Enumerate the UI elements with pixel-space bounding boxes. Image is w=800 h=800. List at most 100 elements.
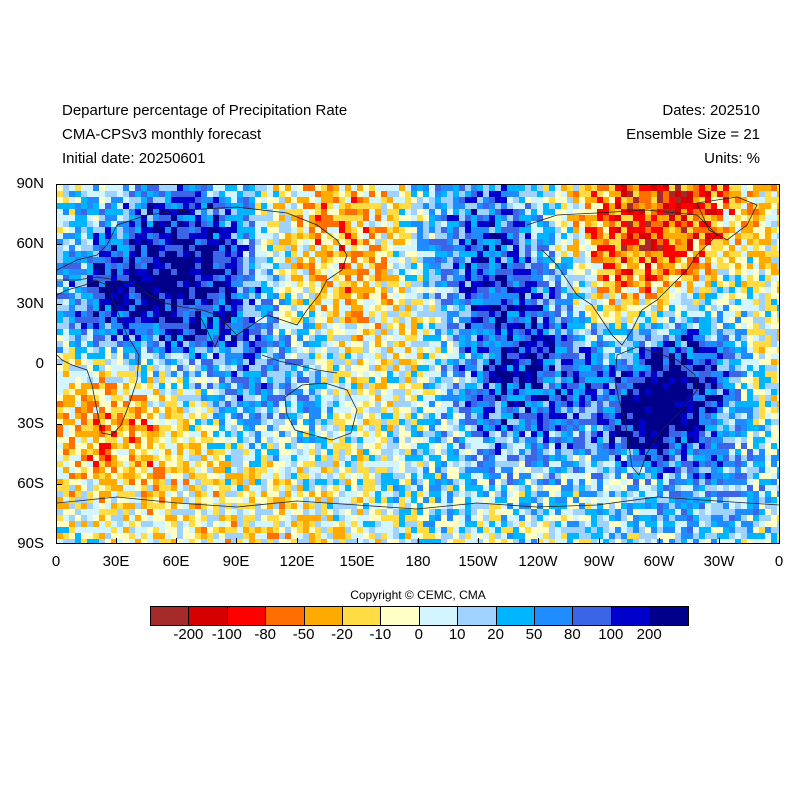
field-cell xyxy=(519,323,525,329)
field-cell xyxy=(405,239,411,245)
field-cell xyxy=(765,407,771,413)
field-cell xyxy=(129,311,135,317)
field-cell xyxy=(153,275,159,281)
field-cell xyxy=(213,185,219,191)
field-cell xyxy=(249,359,255,365)
field-cell xyxy=(681,209,687,215)
field-cell xyxy=(699,185,705,191)
field-cell xyxy=(723,335,729,341)
field-cell xyxy=(645,245,651,251)
field-cell xyxy=(771,227,777,233)
field-cell xyxy=(363,359,369,365)
field-cell xyxy=(225,377,231,383)
field-cell xyxy=(609,185,615,191)
field-cell xyxy=(447,335,453,341)
field-cell xyxy=(183,293,189,299)
field-cell xyxy=(465,407,471,413)
field-cell xyxy=(177,239,183,245)
field-cell xyxy=(279,383,285,389)
field-cell xyxy=(111,383,117,389)
field-cell xyxy=(231,407,237,413)
field-cell xyxy=(303,287,309,293)
field-cell xyxy=(339,281,345,287)
field-cell xyxy=(249,317,255,323)
field-cell xyxy=(435,383,441,389)
field-cell xyxy=(321,275,327,281)
field-cell xyxy=(255,341,261,347)
field-cell xyxy=(777,227,779,233)
field-cell xyxy=(603,365,609,371)
field-cell xyxy=(423,329,429,335)
field-cell xyxy=(105,413,111,419)
field-cell xyxy=(327,353,333,359)
field-cell xyxy=(387,305,393,311)
field-cell xyxy=(369,269,375,275)
field-cell xyxy=(441,335,447,341)
field-cell xyxy=(159,341,165,347)
field-cell xyxy=(309,269,315,275)
field-cell xyxy=(153,233,159,239)
field-cell xyxy=(699,341,705,347)
field-cell xyxy=(213,233,219,239)
field-cell xyxy=(603,233,609,239)
field-cell xyxy=(153,299,159,305)
field-cell xyxy=(501,407,507,413)
field-cell xyxy=(117,413,123,419)
field-cell xyxy=(495,209,501,215)
field-cell xyxy=(759,323,765,329)
field-cell xyxy=(741,413,747,419)
field-cell xyxy=(663,371,669,377)
field-cell xyxy=(309,191,315,197)
field-cell xyxy=(99,215,105,221)
field-cell xyxy=(249,299,255,305)
field-cell xyxy=(519,185,525,191)
field-cell xyxy=(99,371,105,377)
field-cell xyxy=(597,353,603,359)
field-cell xyxy=(339,383,345,389)
field-cell xyxy=(273,425,279,431)
field-cell xyxy=(381,407,387,413)
field-cell xyxy=(753,323,759,329)
field-cell xyxy=(63,335,69,341)
field-cell xyxy=(201,419,207,425)
field-cell xyxy=(693,185,699,191)
field-cell xyxy=(735,335,741,341)
field-cell xyxy=(435,419,441,425)
field-cell xyxy=(639,287,645,293)
field-cell xyxy=(543,269,549,275)
field-cell xyxy=(489,329,495,335)
field-cell xyxy=(525,215,531,221)
field-cell xyxy=(165,401,171,407)
field-cell xyxy=(507,275,513,281)
field-cell xyxy=(183,191,189,197)
field-cell xyxy=(285,209,291,215)
field-cell xyxy=(165,389,171,395)
field-cell xyxy=(93,353,99,359)
field-cell xyxy=(453,395,459,401)
field-cell xyxy=(561,257,567,263)
field-cell xyxy=(267,287,273,293)
field-cell xyxy=(153,413,159,419)
field-cell xyxy=(687,347,693,353)
field-cell xyxy=(627,275,633,281)
field-cell xyxy=(519,371,525,377)
field-cell xyxy=(693,407,699,413)
field-cell xyxy=(579,269,585,275)
field-cell xyxy=(261,371,267,377)
field-cell xyxy=(573,239,579,245)
field-cell xyxy=(495,287,501,293)
field-cell xyxy=(495,419,501,425)
field-cell xyxy=(183,419,189,425)
field-cell xyxy=(429,221,435,227)
field-cell xyxy=(351,413,357,419)
field-cell xyxy=(681,347,687,353)
field-cell xyxy=(297,191,303,197)
field-cell xyxy=(591,401,597,407)
field-cell xyxy=(195,413,201,419)
field-cell xyxy=(543,185,549,191)
field-cell xyxy=(741,203,747,209)
field-cell xyxy=(669,227,675,233)
field-cell xyxy=(345,227,351,233)
field-cell xyxy=(771,425,777,431)
field-cell xyxy=(663,233,669,239)
